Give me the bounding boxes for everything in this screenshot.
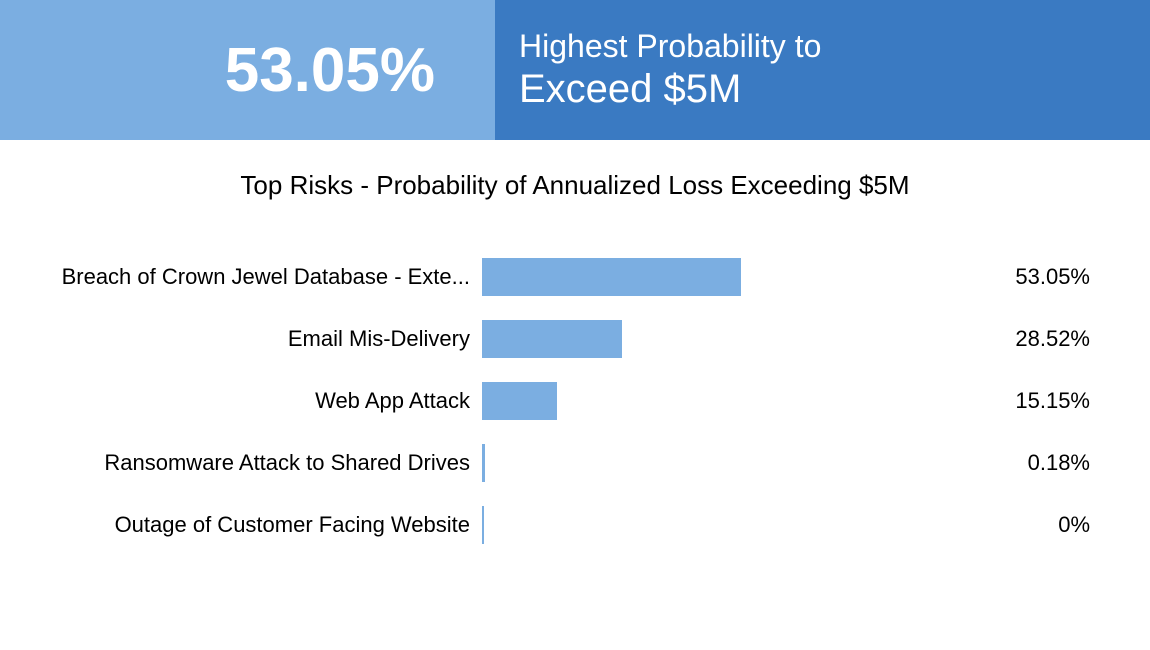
header-right-panel: Highest Probability to Exceed $5M bbox=[495, 0, 1150, 140]
chart-row: Breach of Crown Jewel Database - Exte...… bbox=[40, 246, 1090, 308]
headline-line2: Exceed $5M bbox=[519, 65, 1150, 113]
chart-row-label: Web App Attack bbox=[40, 388, 482, 414]
chart-title: Top Risks - Probability of Annualized Lo… bbox=[0, 170, 1150, 201]
chart-row-track bbox=[482, 506, 968, 544]
chart-row-bar bbox=[484, 444, 485, 482]
headline-percent: 53.05% bbox=[225, 35, 435, 106]
chart-row: Email Mis-Delivery 28.52% bbox=[40, 308, 1090, 370]
chart-row-label: Outage of Customer Facing Website bbox=[40, 512, 482, 538]
header-left-panel: 53.05% bbox=[0, 0, 495, 140]
headline-line1: Highest Probability to bbox=[519, 27, 1150, 65]
header: 53.05% Highest Probability to Exceed $5M bbox=[0, 0, 1150, 140]
chart-row-track bbox=[482, 320, 968, 358]
chart-row-track bbox=[482, 258, 968, 296]
chart-row-label: Ransomware Attack to Shared Drives bbox=[40, 450, 482, 476]
chart-row-track bbox=[482, 382, 968, 420]
chart-row: Outage of Customer Facing Website 0% bbox=[40, 494, 1090, 556]
chart-row-value: 28.52% bbox=[968, 326, 1090, 352]
chart-row-value: 53.05% bbox=[968, 264, 1090, 290]
risk-bar-chart: Breach of Crown Jewel Database - Exte...… bbox=[0, 246, 1150, 556]
chart-row-value: 0.18% bbox=[968, 450, 1090, 476]
chart-row-track bbox=[482, 444, 968, 482]
chart-row-label: Email Mis-Delivery bbox=[40, 326, 482, 352]
chart-row-bar bbox=[484, 382, 557, 420]
chart-row: Ransomware Attack to Shared Drives 0.18% bbox=[40, 432, 1090, 494]
chart-row: Web App Attack 15.15% bbox=[40, 370, 1090, 432]
chart-row-bar bbox=[484, 320, 622, 358]
chart-row-bar bbox=[484, 258, 741, 296]
chart-row-value: 15.15% bbox=[968, 388, 1090, 414]
chart-row-label: Breach of Crown Jewel Database - Exte... bbox=[40, 264, 482, 290]
chart-row-value: 0% bbox=[968, 512, 1090, 538]
